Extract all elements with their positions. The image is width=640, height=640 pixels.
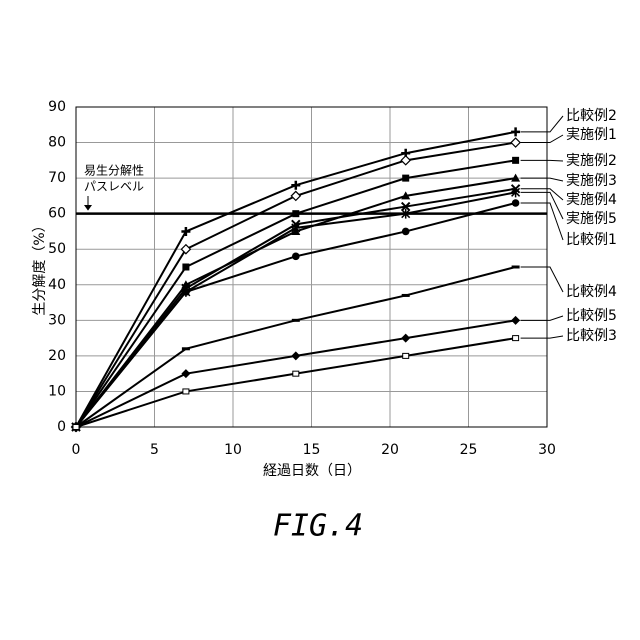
x-tick-label: 30 xyxy=(538,442,556,458)
legend-label: 実施例3 xyxy=(566,173,617,189)
x-tick-label: 10 xyxy=(224,442,242,458)
marker xyxy=(512,199,520,207)
x-tick-label: 20 xyxy=(381,442,399,458)
marker xyxy=(292,253,300,261)
legend-leader xyxy=(521,189,563,200)
legend-label: 実施例4 xyxy=(566,192,617,208)
legend-leader xyxy=(521,160,563,161)
y-tick-label: 90 xyxy=(48,99,66,115)
legend-leader xyxy=(521,192,563,219)
y-axis-label: 生分解度（%） xyxy=(32,218,48,315)
marker xyxy=(292,319,300,322)
marker xyxy=(402,294,410,297)
y-tick-label: 10 xyxy=(48,383,66,399)
marker xyxy=(181,369,190,378)
marker xyxy=(182,264,189,271)
legend-label: 実施例2 xyxy=(566,153,617,169)
legend-label: 実施例5 xyxy=(566,211,617,227)
marker xyxy=(291,181,300,190)
x-tick-label: 0 xyxy=(72,442,81,458)
legend-label: 比較例5 xyxy=(566,308,617,324)
figure-caption: FIG.4 xyxy=(273,509,363,544)
y-tick-label: 70 xyxy=(48,170,66,186)
reference-arrow-head xyxy=(84,205,92,211)
marker xyxy=(401,156,410,165)
y-tick-label: 60 xyxy=(48,206,66,222)
legend-leader xyxy=(521,267,563,292)
marker xyxy=(182,347,190,350)
y-tick-label: 30 xyxy=(48,312,66,328)
marker xyxy=(182,288,190,296)
marker xyxy=(402,228,410,236)
marker xyxy=(513,336,519,341)
marker xyxy=(293,371,299,376)
legend-label: 実施例1 xyxy=(566,127,617,143)
marker xyxy=(181,227,190,236)
legend-label: 比較例1 xyxy=(566,232,617,248)
legend-leader xyxy=(521,336,563,338)
x-tick-label: 15 xyxy=(303,442,321,458)
marker xyxy=(511,138,520,147)
y-tick-label: 0 xyxy=(57,419,66,435)
marker xyxy=(73,425,79,430)
legend-leader xyxy=(521,203,563,240)
legend-leader xyxy=(521,316,563,320)
marker xyxy=(291,351,300,360)
y-tick-label: 80 xyxy=(48,135,66,151)
marker xyxy=(401,334,410,343)
marker xyxy=(512,157,519,164)
series-line xyxy=(76,203,516,427)
legend-leader xyxy=(521,178,563,181)
legend-leader xyxy=(521,135,563,143)
legend-label: 比較例4 xyxy=(566,284,617,300)
marker xyxy=(511,316,520,325)
marker xyxy=(511,127,520,136)
y-tick-label: 50 xyxy=(48,241,66,257)
marker xyxy=(403,353,409,358)
y-tick-label: 20 xyxy=(48,348,66,364)
x-tick-label: 25 xyxy=(460,442,478,458)
x-tick-label: 5 xyxy=(150,442,159,458)
marker xyxy=(292,210,299,217)
marker xyxy=(512,266,520,269)
chart: 生分解度（%） 経過日数（日） FIG.4 010203040506070809… xyxy=(0,0,640,640)
legend-label: 比較例3 xyxy=(566,328,617,344)
reference-label: 易生分解性 xyxy=(84,164,144,178)
reference-label: パスレベル xyxy=(84,180,144,194)
marker xyxy=(181,245,190,254)
legend-leader xyxy=(521,116,563,132)
marker xyxy=(291,191,300,200)
x-axis-label: 経過日数（日） xyxy=(263,463,361,479)
legend-label: 比較例2 xyxy=(566,108,617,124)
y-tick-label: 40 xyxy=(48,277,66,293)
marker xyxy=(402,175,409,182)
marker xyxy=(183,389,189,394)
